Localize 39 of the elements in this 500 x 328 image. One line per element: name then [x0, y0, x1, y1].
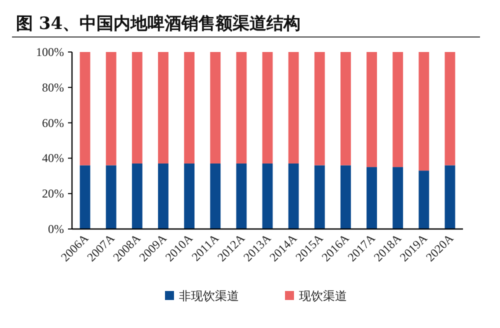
bar: [132, 52, 142, 164]
bar: [80, 52, 90, 166]
y-tick-label: 40%: [42, 151, 64, 166]
bar: [184, 164, 195, 229]
bar: [418, 170, 430, 229]
bar: [288, 52, 299, 164]
bar: [132, 164, 142, 229]
bar: [392, 52, 404, 168]
bar: [340, 165, 351, 229]
bar: [366, 167, 377, 229]
bar: [184, 52, 195, 164]
bar: [80, 165, 90, 229]
bar: [314, 165, 325, 229]
bar: [444, 52, 456, 166]
y-tick-label: 60%: [42, 116, 64, 130]
chart-title: 图 34、中国内地啤酒销售额渠道结构: [16, 14, 301, 34]
bar: [106, 165, 116, 229]
bar: [106, 52, 116, 166]
bar: [158, 164, 168, 229]
y-tick-label: 80%: [42, 80, 64, 94]
bar: [210, 52, 221, 164]
bar: [392, 167, 404, 229]
bar: [262, 52, 273, 164]
bar: [366, 52, 377, 168]
bar: [236, 52, 247, 164]
y-tick-label: 20%: [42, 186, 64, 201]
bar: [444, 165, 456, 229]
bar: [236, 164, 247, 229]
legend-label: 现饮渠道: [299, 289, 347, 303]
y-tick-label: 100%: [36, 45, 64, 59]
legend-label: 非现饮渠道: [179, 289, 239, 303]
bar: [340, 52, 351, 166]
bar: [288, 164, 299, 229]
y-tick-label: 0%: [48, 222, 64, 236]
bar: [158, 52, 168, 164]
bar: [210, 164, 221, 229]
bar: [262, 164, 273, 229]
bar: [314, 52, 325, 166]
bar: [418, 52, 430, 171]
